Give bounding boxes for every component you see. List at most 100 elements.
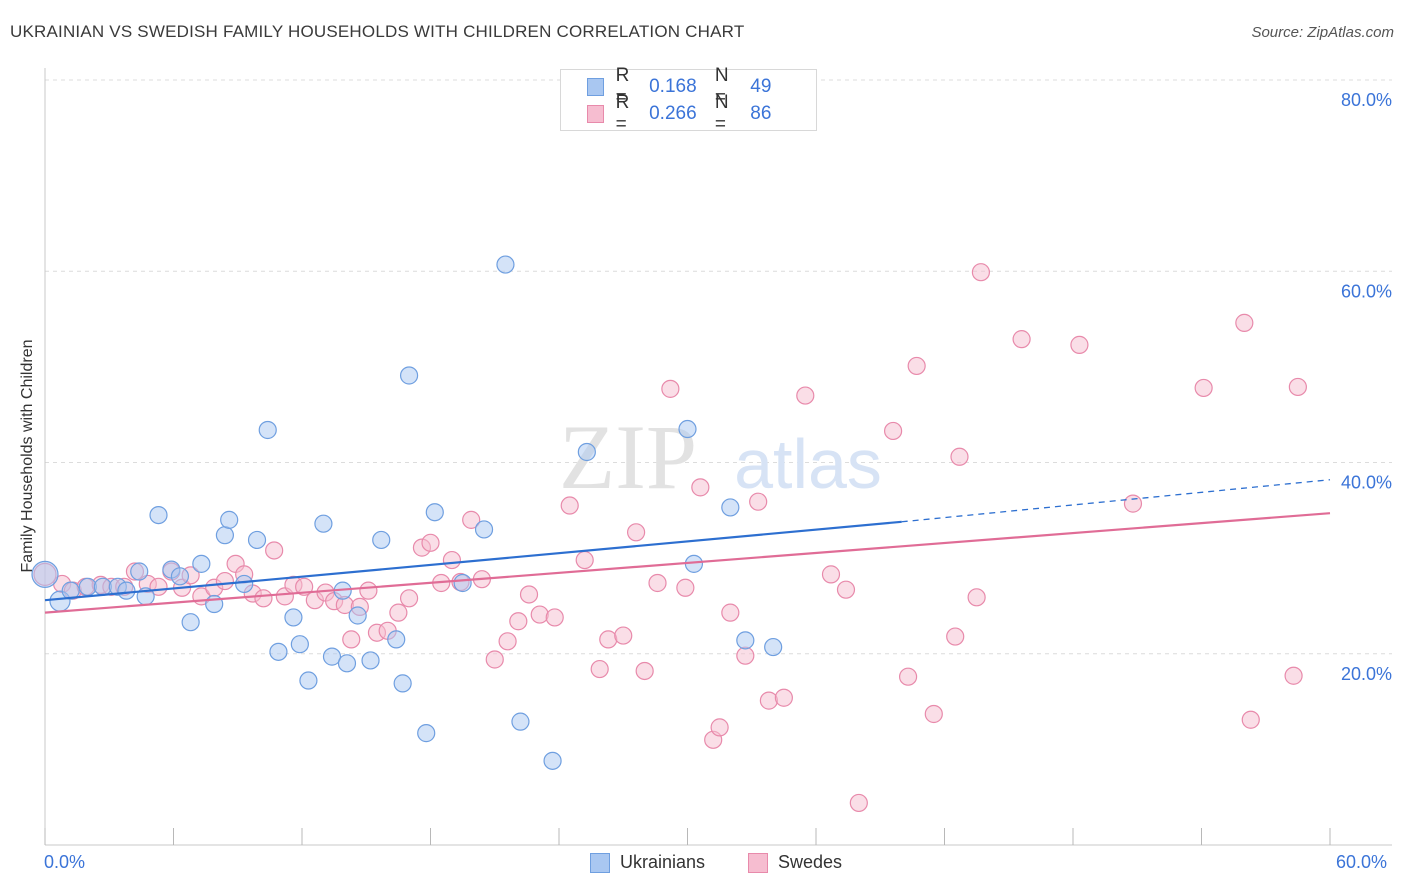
watermark-atlas: atlas <box>734 425 882 503</box>
swedish-point <box>710 718 729 737</box>
ukrainians-points <box>31 109 783 770</box>
swedish-point <box>676 578 695 597</box>
ukrainian-point <box>543 751 562 770</box>
legend-label-swedes: Swedes <box>778 852 843 872</box>
trend-lines <box>44 479 1331 614</box>
swedish-point <box>442 550 462 570</box>
swedish-point <box>626 523 646 542</box>
ukrainian-point <box>721 498 740 517</box>
ukrainians-trend-extension <box>901 479 1331 523</box>
swedish-point <box>821 565 841 584</box>
ukrainian-point <box>678 419 697 439</box>
ukrainian-point <box>577 442 596 462</box>
ukrainian-point <box>361 651 380 670</box>
swedish-point <box>399 589 419 608</box>
ukrainian-point <box>31 560 59 588</box>
swedish-point <box>1235 313 1254 332</box>
ukrainian-point <box>417 724 436 743</box>
ukrainian-point <box>290 635 309 654</box>
ukrainian-point <box>284 608 303 627</box>
ukrainian-point <box>496 255 515 274</box>
swedish-point <box>545 608 564 627</box>
legend-r-label: R = <box>615 92 630 135</box>
swedish-point <box>721 603 740 622</box>
swedish-point <box>971 263 991 282</box>
swedish-point <box>215 571 234 591</box>
swedish-point <box>389 603 408 622</box>
legend-row-ukrainians: R = 0.168 N = 49 <box>587 65 816 108</box>
legend-item-ukrainians[interactable]: Ukrainians <box>590 852 705 873</box>
legend-n-value: 49 <box>750 76 772 97</box>
legend-r-value: 0.168 <box>649 76 697 97</box>
legend-label-ukrainians: Ukrainians <box>620 852 706 872</box>
swedish-point <box>736 646 755 665</box>
ukrainians-trend-line <box>44 520 902 602</box>
ukrainian-point <box>247 530 267 550</box>
swedish-point <box>519 585 539 604</box>
swedish-point <box>759 691 778 710</box>
swedish-point <box>575 550 594 570</box>
x-tick-label-min: 0.0% <box>44 852 86 872</box>
swedish-point <box>530 605 549 624</box>
swedish-point <box>599 630 618 649</box>
swedish-point <box>1194 378 1213 398</box>
legend-swatch-blue <box>587 78 604 96</box>
chart-title: UKRAINIAN VS SWEDISH FAMILY HOUSEHOLDS W… <box>10 22 745 41</box>
swedish-point <box>946 627 965 646</box>
ukrainian-point <box>474 520 494 539</box>
swedish-point <box>661 379 680 398</box>
swedish-point <box>849 793 868 813</box>
swedish-point <box>796 386 815 405</box>
swedish-point <box>924 704 943 724</box>
swedish-point <box>883 421 903 441</box>
series-legend: Ukrainians Swedes <box>0 852 1406 876</box>
swedish-point <box>560 496 579 515</box>
watermark: ZIP atlas <box>559 406 882 508</box>
y-tick-label: 80.0% <box>1341 90 1392 110</box>
source-credit: Source: ZipAtlas.com <box>1251 24 1394 41</box>
swedish-point <box>1284 666 1303 685</box>
legend-swatch-pink <box>748 852 768 873</box>
legend-n-value: 86 <box>750 103 772 124</box>
swedish-point <box>648 573 667 593</box>
legend-item-swedes[interactable]: Swedes <box>748 852 842 873</box>
swedish-point <box>898 667 918 686</box>
swedish-point <box>907 356 926 376</box>
swedish-point <box>295 577 314 596</box>
swedish-point <box>967 588 986 607</box>
y-tick-label: 40.0% <box>1341 473 1392 493</box>
swedish-point <box>749 492 768 511</box>
stats-legend: R = 0.168 N = 49 R = 0.266 N = 86 <box>560 65 817 135</box>
swedish-point <box>485 650 504 669</box>
axes <box>44 68 1392 846</box>
swedes-trend-line <box>44 512 1331 614</box>
ukrainian-point <box>130 562 149 581</box>
ukrainian-point <box>220 510 239 529</box>
swedish-point <box>590 659 609 679</box>
ukrainian-point <box>453 573 472 593</box>
x-tick-label-max: 60.0% <box>1336 852 1388 872</box>
legend-n-label: N = <box>714 92 729 135</box>
legend-swatch-pink <box>587 105 604 123</box>
swedish-point <box>1012 330 1031 349</box>
ukrainian-point <box>393 674 412 693</box>
swedish-point <box>254 589 273 608</box>
ukrainian-point <box>269 642 288 661</box>
y-tick-label: 20.0% <box>1341 664 1392 684</box>
swedish-point <box>1288 377 1307 397</box>
ukrainian-point <box>314 514 333 533</box>
ukrainian-point <box>399 366 419 385</box>
legend-row-swedes: R = 0.266 N = 86 <box>587 92 816 135</box>
ukrainian-point <box>215 526 234 545</box>
ukrainian-point <box>372 530 391 550</box>
swedish-point <box>635 661 654 681</box>
swedish-point <box>359 581 378 600</box>
swedish-point <box>1070 335 1089 354</box>
y-tick-labels: 20.0% 40.0% 60.0% 80.0% <box>1341 90 1392 684</box>
ukrainian-point <box>61 581 80 600</box>
swedish-point <box>836 580 856 599</box>
swedish-point <box>509 612 528 631</box>
ukrainian-point <box>170 567 190 586</box>
ukrainian-point <box>299 671 318 690</box>
